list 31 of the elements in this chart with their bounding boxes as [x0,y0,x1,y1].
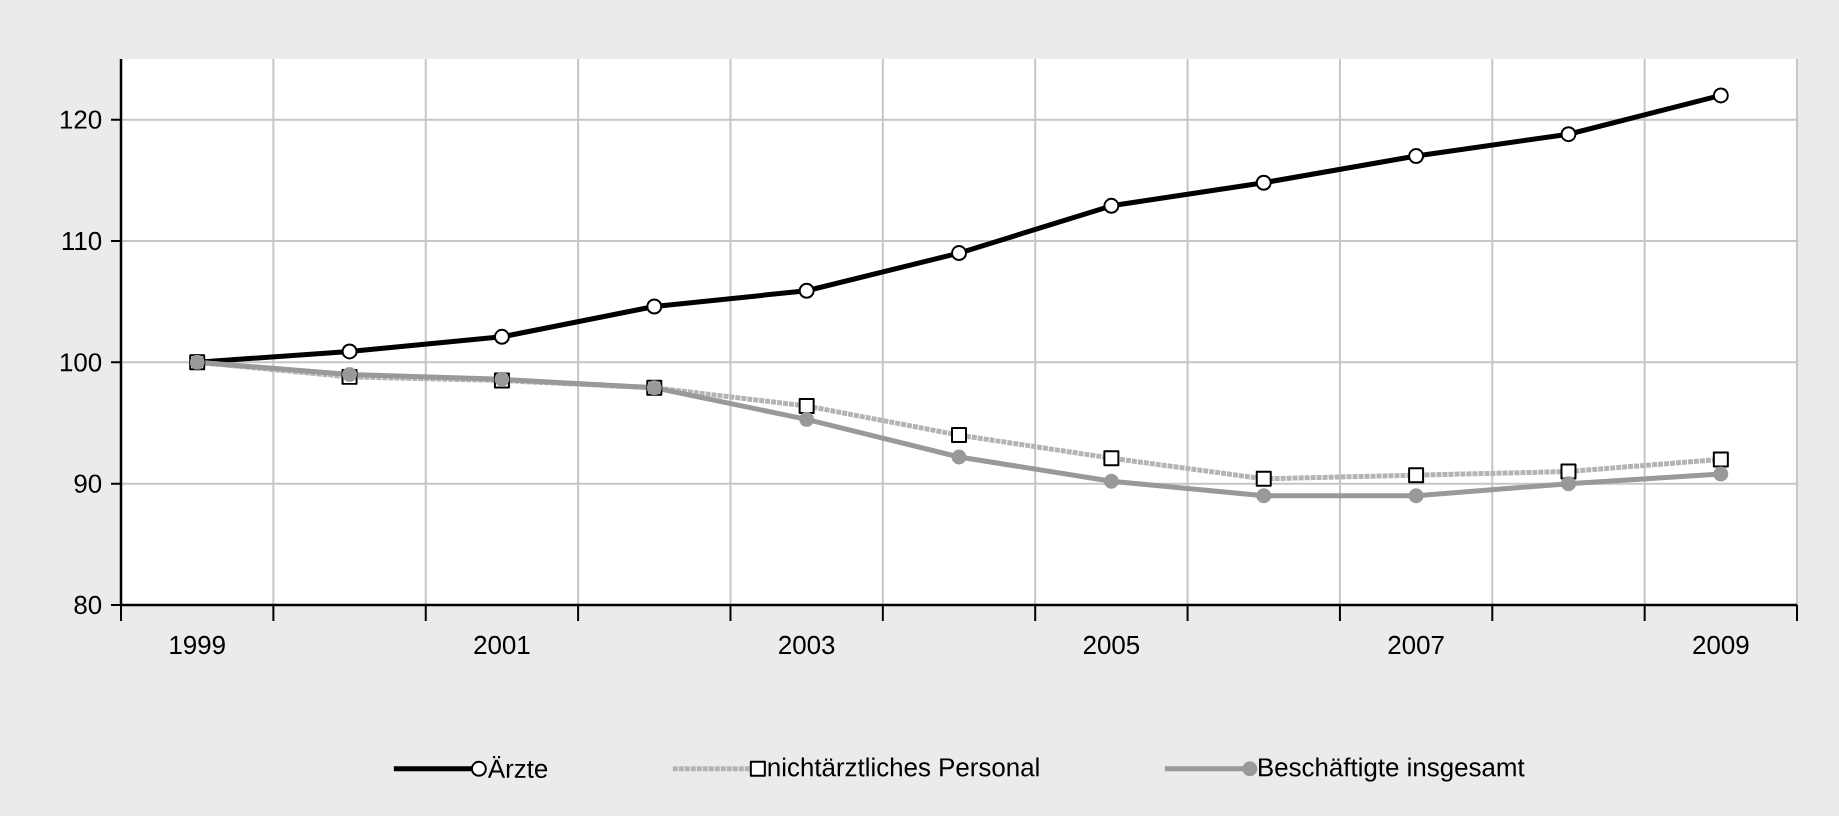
x-tick-label: 1999 [170,635,225,655]
point [1255,174,1272,191]
point [1408,488,1424,504]
point [1103,197,1120,214]
y-tick-label: 90 [74,474,102,493]
legend-label: Beschäftigte insgesamt [1259,757,1525,782]
point [1560,126,1577,143]
point [341,343,358,360]
y-tick-label: 100 [60,353,102,372]
point [1713,466,1729,482]
y-tick-label: 120 [60,110,102,129]
point [1712,87,1729,104]
legend-label: nichtärztliches Personal [768,757,1039,777]
point [1560,476,1576,492]
y-tick-label: 110 [62,231,102,251]
legend-label: Ärzte [487,756,548,778]
point [1408,148,1425,165]
x-tick-label: 2007 [1388,635,1444,655]
x-tick-label: 2005 [1083,635,1140,655]
y-tick-label: 80 [74,595,102,615]
point [951,449,967,465]
x-tick-label: 2001 [474,635,530,655]
point [798,282,815,299]
point [799,411,815,427]
point [1103,473,1119,489]
x-tick-label: 2003 [779,635,835,655]
point [1256,488,1272,504]
point [951,245,968,262]
x-tick-label: 2009 [1693,635,1749,655]
point [493,328,510,345]
point [646,298,663,315]
